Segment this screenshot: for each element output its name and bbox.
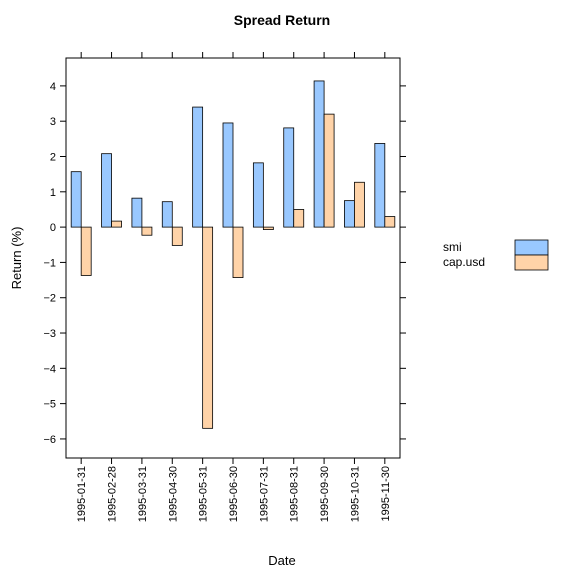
x-tick-label: 1995-01-31 — [76, 466, 88, 522]
bar — [252, 162, 264, 228]
bar — [131, 197, 143, 228]
bar — [262, 226, 274, 230]
x-tick-label: 1995-05-31 — [198, 466, 210, 522]
bar — [202, 226, 214, 429]
x-tick-label: 1995-09-30 — [319, 466, 331, 522]
x-tick-label: 1995-03-31 — [137, 466, 149, 522]
bar — [192, 106, 204, 228]
x-tick-label: 1995-10-31 — [349, 466, 361, 522]
bar — [232, 226, 244, 278]
legend-label: smi — [443, 240, 462, 254]
y-tick-label: −2 — [43, 293, 56, 305]
bar — [283, 127, 295, 228]
x-tick-label: 1995-11-30 — [380, 466, 392, 521]
bar — [344, 200, 355, 228]
bar — [374, 143, 386, 228]
bar — [70, 171, 82, 228]
y-tick-label: 3 — [50, 116, 56, 128]
y-tick-label: 2 — [50, 151, 56, 163]
legend-swatch — [514, 254, 549, 271]
x-tick-label: 1995-07-31 — [258, 466, 270, 522]
bar — [354, 181, 365, 228]
bar — [80, 226, 92, 276]
y-tick-label: −3 — [43, 328, 56, 340]
bar — [313, 80, 325, 228]
bar — [293, 209, 305, 228]
x-tick-label: 1995-06-30 — [228, 466, 240, 522]
bar — [384, 216, 396, 228]
x-axis-label: Date — [268, 553, 295, 568]
y-tick-label: 1 — [50, 187, 56, 199]
legend-swatch — [514, 239, 549, 256]
x-tick-label: 1995-08-31 — [289, 466, 301, 522]
bar — [323, 113, 335, 228]
y-tick-label: 4 — [50, 81, 56, 93]
legend-label: cap.usd — [443, 255, 485, 269]
y-tick-label: −5 — [43, 399, 56, 411]
bar — [171, 226, 183, 246]
y-tick-label: −4 — [43, 363, 56, 375]
x-tick-label: 1995-02-28 — [107, 466, 119, 522]
bar — [161, 201, 173, 228]
y-tick-label: 0 — [50, 222, 56, 234]
bar — [141, 226, 153, 236]
bar — [222, 122, 234, 228]
x-tick-label: 1995-04-30 — [167, 466, 179, 522]
y-tick-label: −1 — [43, 257, 56, 269]
bar — [111, 220, 122, 228]
bar — [101, 153, 112, 228]
y-axis-label: Return (%) — [9, 227, 24, 290]
chart-title: Spread Return — [234, 12, 330, 28]
y-tick-label: −6 — [43, 434, 56, 446]
